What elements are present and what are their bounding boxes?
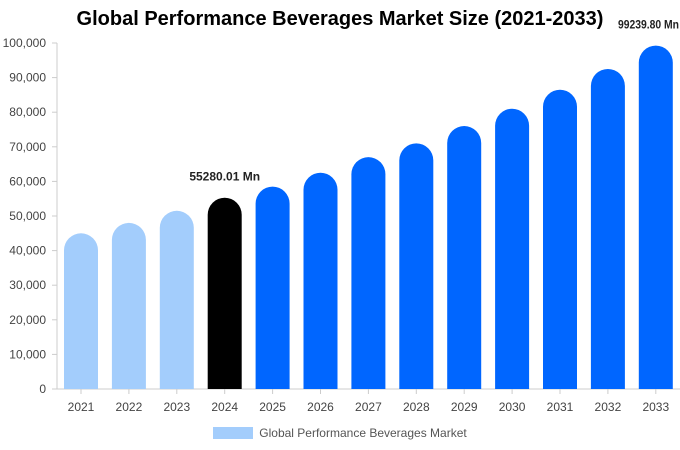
x-tick-label: 2027: [355, 400, 382, 414]
x-tick-label: 2030: [499, 400, 526, 414]
bar: [447, 126, 482, 390]
x-tick-label: 2025: [259, 400, 286, 414]
y-tick-label: 100,000: [3, 36, 47, 50]
bar: [495, 108, 530, 389]
data-label: 55280.01 Mn: [189, 170, 260, 184]
bar: [399, 143, 434, 389]
y-tick-label: 20,000: [9, 313, 46, 327]
data-label: 99239.80 Mn: [618, 18, 679, 32]
bar: [303, 172, 338, 389]
bar: [255, 186, 290, 389]
bar: [207, 197, 242, 389]
y-tick-label: 90,000: [9, 71, 46, 85]
x-tick-label: 2023: [163, 400, 190, 414]
x-tick-label: 2032: [595, 400, 622, 414]
x-tick-label: 2029: [451, 400, 478, 414]
legend-swatch: [213, 427, 254, 439]
x-tick-label: 2028: [403, 400, 430, 414]
x-tick-label: 2022: [116, 400, 143, 414]
y-tick-label: 80,000: [9, 105, 46, 119]
x-tick-label: 2033: [642, 400, 669, 414]
y-tick-label: 40,000: [9, 244, 46, 258]
bar: [111, 222, 146, 389]
y-tick-label: 30,000: [9, 278, 46, 292]
bar: [590, 68, 625, 389]
bar: [638, 45, 673, 390]
x-tick-label: 2026: [307, 400, 334, 414]
y-tick-label: 50,000: [9, 209, 46, 223]
y-tick-label: 0: [39, 382, 46, 396]
bar: [64, 233, 98, 389]
bar: [351, 157, 386, 389]
x-tick-label: 2031: [547, 400, 574, 414]
legend: Global Performance Beverages Market: [0, 426, 680, 440]
chart-title: Global Performance Beverages Market Size…: [76, 8, 604, 30]
y-tick-label: 10,000: [9, 347, 46, 361]
x-tick-label: 2024: [211, 400, 238, 414]
bar: [543, 89, 577, 390]
bar: [159, 210, 194, 389]
y-tick-label: 70,000: [9, 140, 46, 154]
x-tick-label: 2021: [68, 400, 95, 414]
y-tick-label: 60,000: [9, 174, 46, 188]
legend-label: Global Performance Beverages Market: [259, 426, 467, 440]
